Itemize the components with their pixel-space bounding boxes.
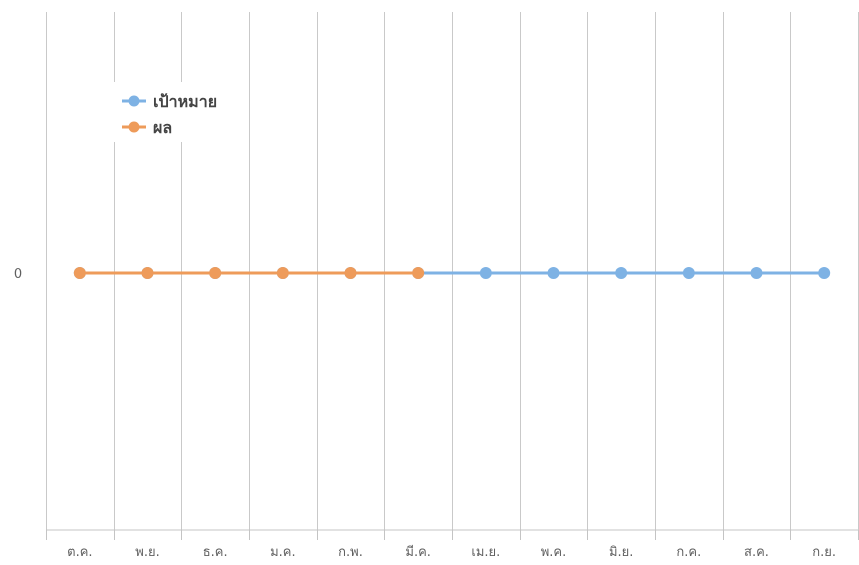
data-point [750,267,763,279]
series-layer [73,267,831,279]
x-tick-label: พ.ค. [541,545,567,560]
x-tick-label: ก.ค. [676,545,701,560]
legend-label: เป้าหมาย [153,92,217,111]
data-point [276,267,289,279]
x-tick-label: ส.ค. [744,545,769,560]
x-tick-label: เม.ย. [471,545,500,560]
legend-swatch-marker [128,95,140,107]
data-point [479,267,492,279]
x-tick-label: ก.ย. [812,545,836,560]
x-tick-label: ก.พ. [338,545,363,560]
data-point [615,267,628,279]
legend-swatch-marker [128,121,140,133]
data-point [547,267,560,279]
y-tick-label: 0 [14,267,22,282]
data-point [73,267,86,279]
legend-label: ผล [153,118,172,137]
data-point [412,267,425,279]
x-tick-label: ม.ค. [270,545,296,560]
x-tick-label: ธ.ค. [203,545,228,560]
legend-background [112,82,248,142]
data-point [141,267,154,279]
y-axis-ticks: 0 [14,267,22,282]
data-point [209,267,222,279]
x-tick-label: พ.ย. [135,545,159,560]
data-point [818,267,831,279]
series-1 [73,267,425,279]
x-tick-label: ต.ค. [67,545,92,560]
x-axis-ticks: ต.ค. พ.ย. ธ.ค. ม.ค. ก.พ. มี.ค. เม.ย. พ.ค. มิ.ย. ก… [46,530,859,560]
data-point [682,267,695,279]
data-point [344,267,357,279]
x-tick-label: มี.ค. [405,544,431,560]
x-tick-label: มิ.ย. [609,545,633,560]
